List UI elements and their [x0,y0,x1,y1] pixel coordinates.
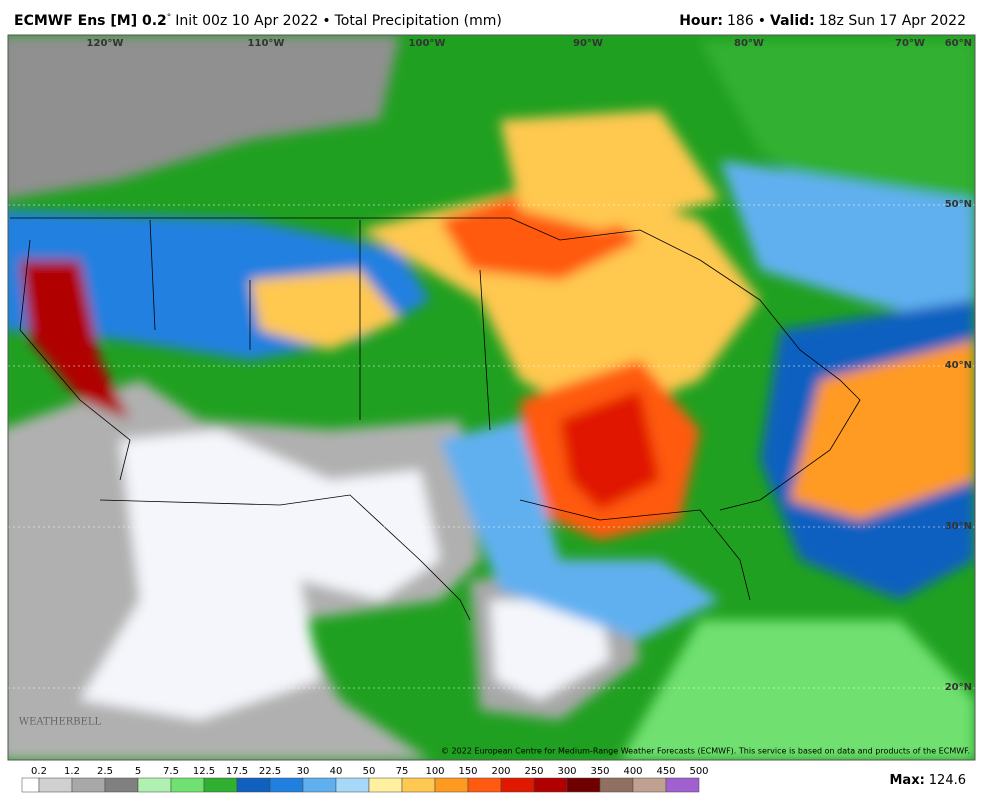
colorbar-label: 0.2 [31,766,47,777]
colorbar-label: 30 [297,766,310,777]
lat-label: 20°N [945,682,972,693]
colorbar-label: 17.5 [226,766,248,777]
colorbar-label: 400 [623,766,642,777]
color-swatch [38,777,73,793]
lon-label: 100°W [409,38,446,49]
lat-label: 30°N [945,521,972,532]
color-swatch [137,777,172,793]
sep: • [758,13,766,29]
color-swatch [203,777,238,793]
product: Total Precipitation (mm) [334,13,502,29]
color-swatch [302,777,337,793]
colorbar-label: 7.5 [163,766,179,777]
boundaries [10,217,861,621]
model: ECMWF Ens [M] 0.2 [14,13,167,29]
colorbar-label: 250 [524,766,543,777]
title: ECMWF Ens [M] 0.2° Init 00z 10 Apr 2022 • T… [14,13,502,30]
colorbar-label: 12.5 [193,766,215,777]
colorbar-label: 200 [491,766,510,777]
color-swatch [236,777,271,793]
lon-label: 110°W [248,38,285,49]
colorbar: 0.2 1.2 2.5 5 7.5 12.5 17.5 22.5 30 40 50 75 100 150 2… [21,766,709,793]
lon-label: 120°W [87,38,124,49]
lat-labels: 60°N 50°N 40°N 30°N 20°N [945,38,972,693]
lat-label: 40°N [945,360,972,371]
lon-label: 90°W [573,38,603,49]
color-swatch [665,777,700,793]
color-swatch [500,777,535,793]
lat-label: 60°N [945,38,972,49]
colorbar-label: 5 [135,766,141,777]
lon-label: 80°W [734,38,764,49]
colorbar-label: 100 [425,766,444,777]
lon-labels: 120°W 110°W 100°W 90°W 80°W 70°W [87,38,925,49]
color-swatch [335,777,370,793]
color-swatch [71,777,106,793]
copyright: © 2022 European Centre for Medium-Range … [441,747,970,756]
hour-label: Hour: [679,13,723,29]
color-swatch [21,777,40,793]
colorbar-label: 1.2 [64,766,80,777]
color-swatch [434,777,469,793]
colorbar-label: 50 [363,766,376,777]
colorbar-label: 75 [396,766,409,777]
color-swatch [632,777,667,793]
colorbar-label: 2.5 [97,766,113,777]
color-swatch [401,777,436,793]
color-swatch [170,777,205,793]
degree: ° [167,13,172,23]
colorbar-label: 300 [557,766,576,777]
precip-map [8,35,975,760]
sep: • [322,13,330,29]
max-value: 124.6 [929,773,966,788]
hour: 186 [727,13,754,29]
color-swatch [269,777,304,793]
colorbar-label: 150 [458,766,477,777]
colorbar-label: 22.5 [259,766,281,777]
logo: WEATHERBELL [19,717,102,728]
color-swatch [104,777,139,793]
max-label: Max: [889,773,924,788]
init: Init 00z 10 Apr 2022 [175,13,318,29]
color-swatch [533,777,568,793]
colorbar-label: 500 [689,766,708,777]
valid: 18z Sun 17 Apr 2022 [819,13,966,29]
map-frame [7,34,976,761]
color-swatch [368,777,403,793]
color-swatch [467,777,502,793]
lon-label: 70°W [895,38,925,49]
valid-info: Hour: 186 • Valid: 18z Sun 17 Apr 2022 [679,13,966,29]
colorbar-label: 350 [590,766,609,777]
color-swatch [566,777,601,793]
colorbar-label: 40 [330,766,343,777]
max: Max: 124.6 [889,773,966,788]
color-swatch [599,777,634,793]
colorbar-label: 450 [656,766,675,777]
lat-label: 50°N [945,199,972,210]
valid-label: Valid: [770,13,815,29]
